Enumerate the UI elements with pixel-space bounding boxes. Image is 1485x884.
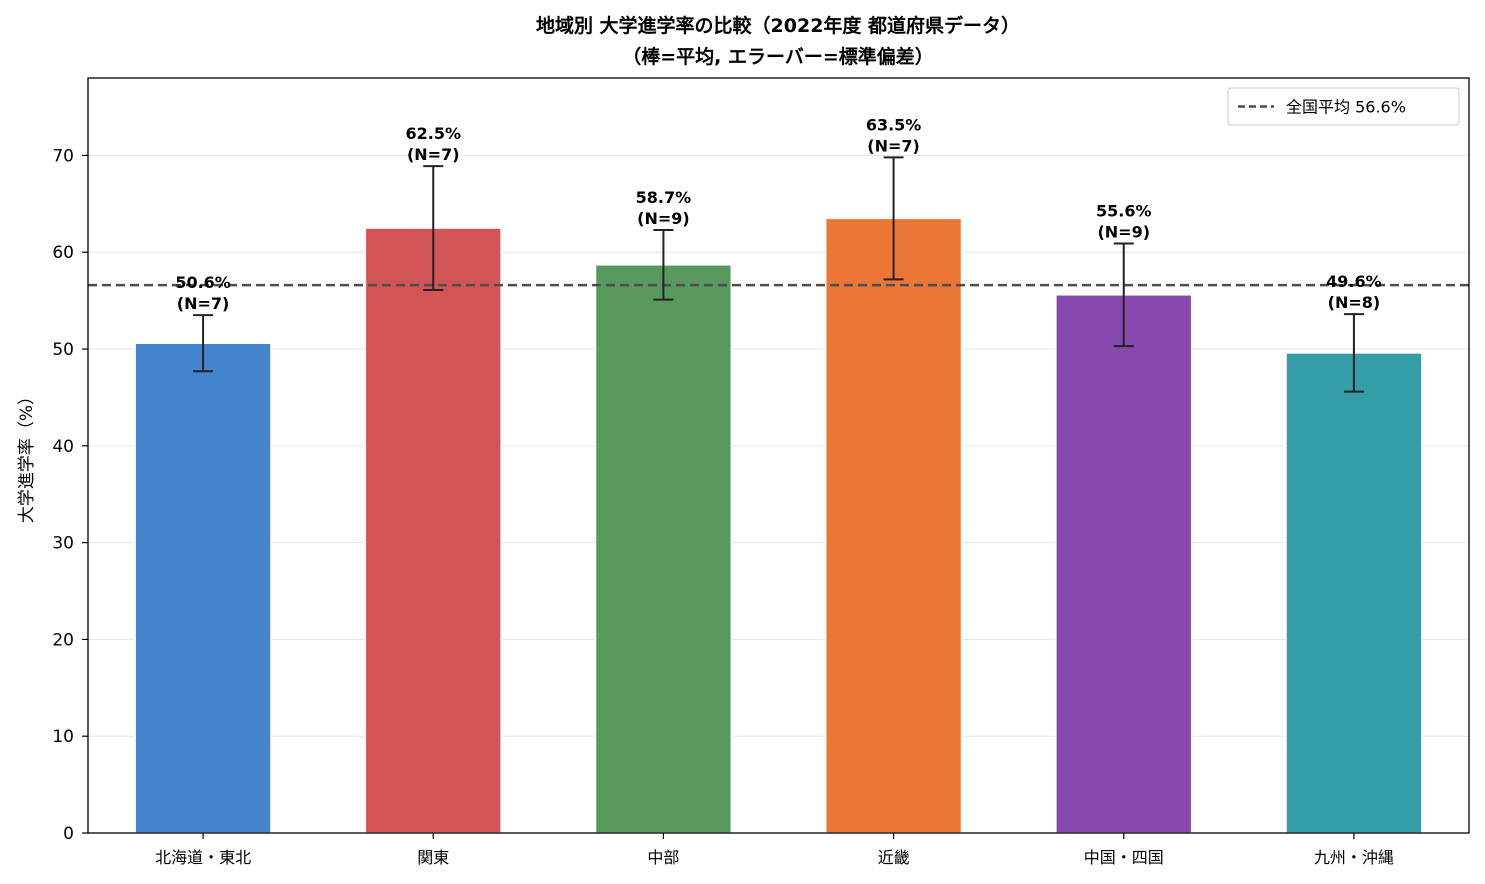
y-tick-label: 70 [52,146,74,166]
bar [1285,352,1423,834]
legend-label: 全国平均 56.6% [1286,98,1406,117]
bar [1055,294,1193,834]
x-tick-label: 中国・四国 [1084,848,1164,867]
axis-ticks: 0 10 20 30 40 50 60 70 北海道・東北 関東 中部 近畿 中国・四国 九州・沖縄 [52,146,1394,867]
data-label-n: (N=7) [177,294,230,313]
data-labels: 50.6% (N=7) 62.5% (N=7) 58.7% (N=9) 63.5% (N=7)… [175,115,1381,313]
data-label-value: 62.5% [405,124,461,143]
y-tick-label: 10 [52,727,74,747]
y-tick-label: 20 [52,630,74,650]
data-label-value: 63.5% [866,115,922,134]
bar [824,217,963,834]
x-tick-label: 中部 [647,848,679,867]
y-tick-label: 30 [52,534,74,554]
error-bars [193,156,1364,393]
y-axis-label: 大学進学率（%） [17,388,37,523]
legend: 全国平均 56.6% [1227,87,1460,126]
data-label-n: (N=8) [1328,293,1381,312]
data-label-value: 55.6% [1096,202,1152,221]
plot-frame [87,77,1470,834]
x-tick-label: 九州・沖縄 [1314,848,1394,867]
data-label-n: (N=9) [637,209,690,228]
data-label-value: 49.6% [1326,272,1382,291]
bar [594,264,733,834]
data-label-value: 50.6% [175,273,231,292]
x-tick-label: 関東 [417,848,449,867]
data-label-n: (N=7) [867,136,920,155]
gridlines [88,154,1469,737]
chart-title-line1: 地域別 大学進学率の比較（2022年度 都道府県データ） [536,14,1020,37]
y-tick-label: 0 [63,824,74,844]
bar [364,227,502,834]
bars [134,217,1423,834]
data-label-n: (N=7) [407,145,460,164]
chart-title-line2: （棒=平均, エラーバー=標準偏差） [622,45,933,68]
legend-box [1227,87,1460,126]
bar [134,342,272,834]
data-label-value: 58.7% [636,188,692,207]
y-tick-label: 50 [52,340,74,360]
y-tick-label: 40 [52,437,74,457]
x-tick-label: 北海道・東北 [155,848,251,867]
y-tick-label: 60 [52,243,74,263]
x-tick-label: 近畿 [878,848,910,867]
data-label-n: (N=9) [1097,223,1150,242]
